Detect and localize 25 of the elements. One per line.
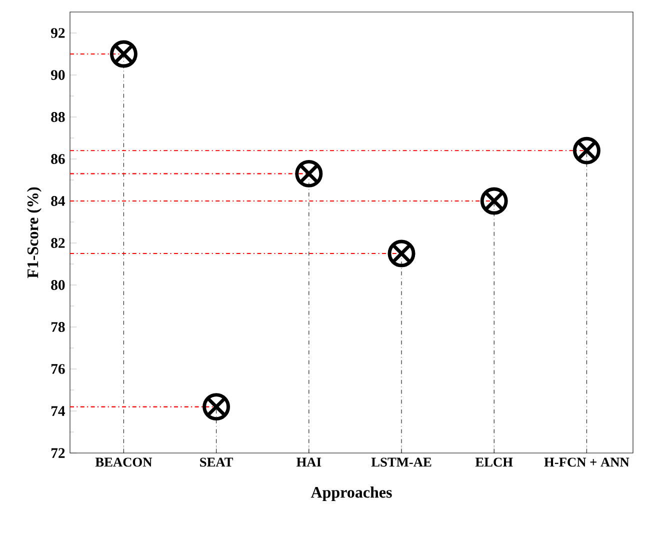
x-tick-label: HAI — [296, 458, 322, 467]
point — [388, 240, 416, 268]
x-tick-label: H-FCN + ANN — [544, 458, 630, 467]
y-tick-label: 84 — [51, 196, 66, 206]
x-tick-label: LSTM-AE — [371, 458, 432, 467]
y-tick-label: 82 — [51, 238, 65, 248]
y-axis-title: F1-Score (%) — [26, 187, 42, 278]
y-tick-label: 80 — [51, 280, 65, 290]
point — [295, 160, 323, 188]
y-tick-label: 74 — [51, 406, 66, 416]
y-tick-label: 86 — [51, 154, 65, 164]
y-tick-label: 92 — [51, 28, 65, 38]
x-tick-label: SEAT — [200, 458, 234, 467]
point — [202, 393, 230, 421]
x-tick-label: ELCH — [475, 458, 513, 467]
y-tick-label: 78 — [51, 322, 65, 332]
point — [572, 136, 600, 164]
point — [110, 40, 138, 68]
x-tick-label: BEACON — [95, 458, 152, 467]
point — [480, 187, 508, 215]
y-tick-label: 90 — [51, 70, 65, 80]
y-tick-label: 72 — [51, 448, 65, 458]
y-tick-label: 76 — [51, 364, 65, 374]
y-tick-label: 88 — [51, 112, 65, 122]
x-axis-title: Approaches — [310, 486, 392, 501]
